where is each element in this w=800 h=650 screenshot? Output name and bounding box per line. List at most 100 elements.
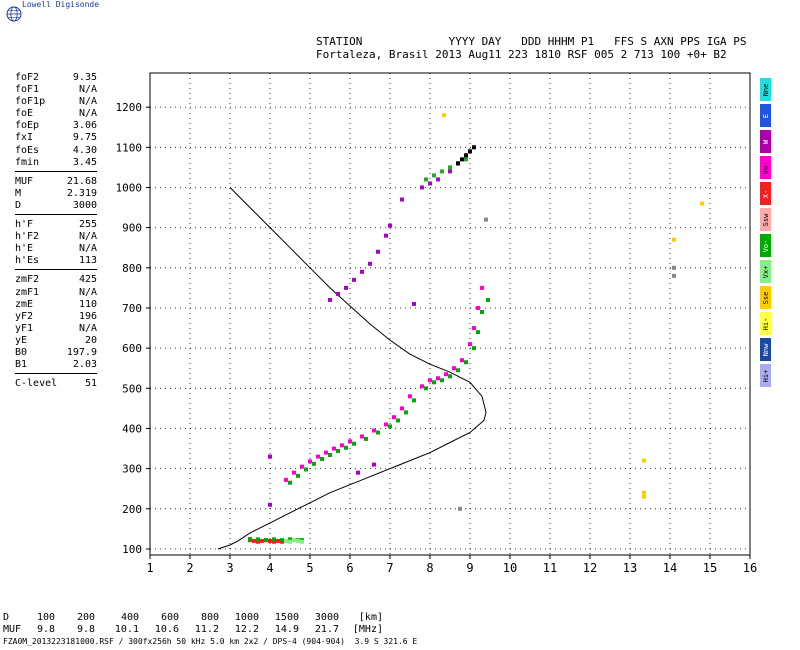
echo-point xyxy=(480,285,484,290)
muf-table-cell: MUF xyxy=(3,624,22,635)
muf-table-cell: 9.8 xyxy=(76,624,95,635)
y-tick-label: 1100 xyxy=(116,141,143,154)
param-row: foF1 N/A xyxy=(15,84,97,96)
echo-point xyxy=(372,462,376,467)
echo-point xyxy=(384,422,388,427)
legend-swatch: Hi+ xyxy=(760,364,771,387)
param-row: h'Es 113 xyxy=(15,255,97,267)
echo-point xyxy=(344,445,348,450)
echo-point xyxy=(472,346,476,351)
legend-label: E xyxy=(761,113,770,118)
param-row: M 2.319 xyxy=(15,188,97,200)
param-row: MUF 21.68 xyxy=(15,176,97,188)
legend-swatch: Vo- xyxy=(760,234,771,257)
muf-table-cell: 1500 xyxy=(274,612,299,623)
echo-point xyxy=(268,538,272,543)
param-row: C-level 51 xyxy=(15,378,97,390)
param-separator xyxy=(15,214,97,219)
muf-table-cell: [MHz] xyxy=(352,624,383,635)
echo-point xyxy=(276,538,280,543)
echo-point xyxy=(268,454,272,459)
param-row: B0 197.9 xyxy=(15,347,97,359)
legend-label: Vx+ xyxy=(761,265,770,278)
echo-point xyxy=(392,415,396,420)
param-value: 196 xyxy=(78,310,97,322)
param-name: h'F xyxy=(15,219,34,231)
echo-point xyxy=(464,153,468,158)
param-name: fmin xyxy=(15,156,40,168)
echo-point xyxy=(428,378,432,383)
echo-point xyxy=(248,536,252,541)
y-tick-label: 600 xyxy=(122,342,142,355)
legend-label: Hi- xyxy=(761,317,770,330)
param-separator xyxy=(15,170,97,176)
param-row: h'E N/A xyxy=(15,243,97,255)
muf-table-cell: 100 xyxy=(36,612,55,623)
param-value: N/A xyxy=(78,231,97,243)
echo-point xyxy=(432,380,436,385)
param-name: yF2 xyxy=(15,310,34,322)
x-tick-label: 6 xyxy=(346,561,353,575)
echo-point xyxy=(376,430,380,435)
legend-swatch: E xyxy=(760,104,771,127)
param-value: 3000 xyxy=(72,199,97,211)
legend-label: W xyxy=(761,139,770,144)
legend-swatch: Ssw xyxy=(760,208,771,231)
echo-point xyxy=(288,537,292,542)
legend-swatch: Nnw xyxy=(760,338,771,361)
x-tick-label: 15 xyxy=(703,561,717,575)
echo-point xyxy=(288,480,292,485)
echo-point xyxy=(280,538,284,543)
echo-point xyxy=(412,398,416,403)
param-value: N/A xyxy=(78,286,97,298)
param-name: D xyxy=(15,199,22,211)
echo-point xyxy=(336,291,340,296)
globe-icon xyxy=(6,6,22,22)
param-value: 9.75 xyxy=(72,132,97,144)
param-name: foF1p xyxy=(15,96,46,108)
echo-point xyxy=(456,161,460,166)
legend-label: Nne xyxy=(761,83,770,96)
param-value: 21.68 xyxy=(66,175,97,187)
muf-table-cell: 9.8 xyxy=(36,624,55,635)
echo-point xyxy=(296,538,300,543)
echo-point xyxy=(456,368,460,373)
echo-point xyxy=(368,261,372,266)
echo-point xyxy=(444,372,448,377)
echo-point xyxy=(440,378,444,383)
x-tick-label: 7 xyxy=(386,561,393,575)
param-row: h'F 255 xyxy=(15,219,97,231)
echo-point xyxy=(404,410,408,415)
param-name: zmE xyxy=(15,298,34,310)
echo-point xyxy=(256,539,260,544)
echo-point xyxy=(324,450,328,455)
param-row: foEs 4.30 xyxy=(15,145,97,157)
echo-point xyxy=(448,169,452,174)
echo-point xyxy=(288,539,292,544)
param-name: fxI xyxy=(15,132,34,144)
param-value: 2.03 xyxy=(72,359,97,371)
echo-point xyxy=(642,458,646,463)
echo-point xyxy=(340,443,344,448)
param-name: yE xyxy=(15,334,28,346)
echo-point xyxy=(460,157,464,162)
x-tick-label: 2 xyxy=(186,561,193,575)
echo-point xyxy=(408,394,412,399)
echo-point xyxy=(400,197,404,202)
echo-point xyxy=(352,277,356,282)
echo-point xyxy=(442,113,446,118)
param-row: foF1p N/A xyxy=(15,96,97,108)
muf-table-cell: [km] xyxy=(358,612,383,623)
param-name: h'Es xyxy=(15,255,40,267)
echo-point xyxy=(432,173,436,178)
param-name: foEs xyxy=(15,144,40,156)
param-name: foF1 xyxy=(15,84,40,96)
echo-point xyxy=(464,157,468,162)
echo-point xyxy=(468,342,472,347)
echo-point xyxy=(642,490,646,495)
echo-point xyxy=(460,358,464,363)
echo-point xyxy=(672,265,676,270)
echo-point xyxy=(472,145,476,150)
echo-point xyxy=(376,249,380,254)
legend-swatch: Nne xyxy=(760,78,771,101)
